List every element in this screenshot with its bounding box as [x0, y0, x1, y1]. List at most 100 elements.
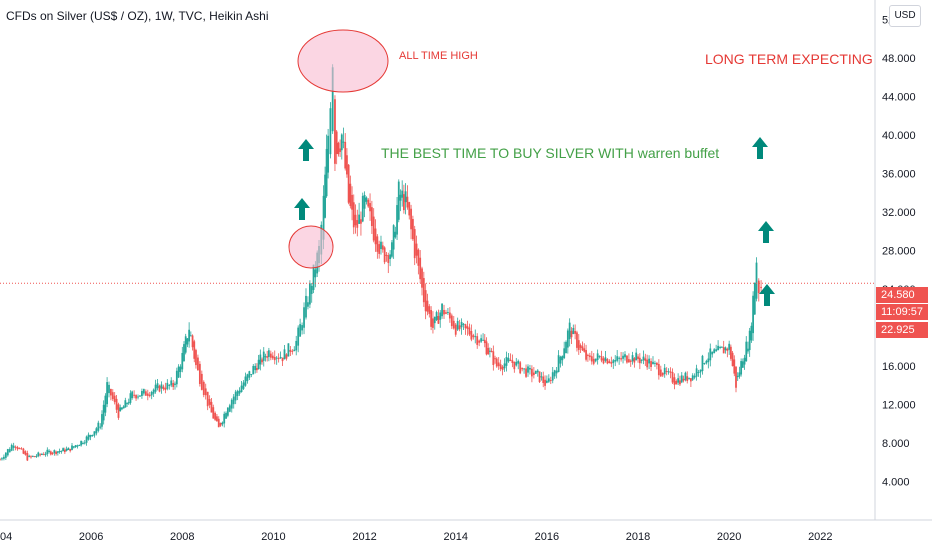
candle-body: [536, 370, 539, 373]
candle-body: [622, 355, 624, 359]
candle-body: [293, 349, 296, 352]
candle-body: [195, 350, 197, 366]
candle-body: [435, 312, 438, 320]
candle-body: [179, 366, 182, 373]
candle-body: [422, 278, 425, 303]
candle-body: [97, 422, 100, 431]
candle-body: [443, 310, 445, 315]
candle-body: [608, 361, 611, 364]
candle-body: [538, 371, 541, 382]
x-tick-label: 2012: [352, 531, 376, 543]
candle-body: [378, 244, 381, 254]
candle-body: [515, 361, 518, 366]
candle-body: [56, 451, 59, 453]
candle-body: [439, 312, 442, 320]
candle-body: [620, 358, 622, 360]
candle-body: [752, 295, 754, 334]
candle-body: [638, 357, 641, 364]
candle-body: [745, 341, 748, 362]
candle-body: [624, 354, 626, 358]
candle-body: [602, 358, 605, 364]
candle-body: [376, 236, 379, 252]
candle-body: [166, 382, 169, 389]
candle-body: [757, 280, 760, 294]
candle-body: [327, 135, 330, 173]
candle-body: [549, 380, 552, 382]
candle-body: [122, 406, 125, 409]
candle-body: [511, 360, 514, 363]
y-tick-label: 8.000: [882, 438, 910, 450]
candle-body: [426, 300, 429, 312]
candle-body: [445, 312, 447, 314]
candle-body: [654, 362, 656, 364]
candle-body: [85, 436, 88, 443]
candle-body: [335, 131, 338, 155]
candle-body: [631, 355, 634, 362]
candle-body: [545, 380, 548, 383]
candle-body: [385, 254, 388, 256]
candle-body: [523, 368, 525, 370]
candle-body: [701, 355, 704, 372]
candle-body: [183, 344, 185, 362]
candle-body: [232, 396, 235, 405]
up-arrow-icon: [294, 198, 310, 220]
candle-body: [679, 380, 681, 385]
candle-body: [497, 362, 500, 367]
candle-body: [441, 303, 443, 317]
candle-body: [307, 302, 309, 307]
candle-body: [686, 376, 689, 381]
candle-body: [131, 391, 134, 399]
candle-body: [102, 404, 105, 421]
candle-body: [202, 381, 205, 395]
candle-body: [604, 357, 607, 361]
candle-body: [193, 341, 196, 359]
candle-body: [347, 164, 350, 203]
chart-title: CFDs on Silver (US$ / OZ), 1W, TVC, Heik…: [6, 9, 269, 23]
candle-body: [394, 231, 397, 238]
candle-body: [53, 450, 56, 454]
candle-body: [404, 191, 407, 203]
candle-body: [540, 376, 543, 378]
candle-body: [360, 219, 362, 224]
candle-body: [657, 363, 660, 376]
candle-body: [650, 361, 652, 368]
candle-body: [614, 359, 617, 362]
candle-body: [646, 359, 649, 368]
candle-body: [695, 368, 698, 377]
candle-body: [137, 396, 139, 398]
candle-body: [87, 434, 90, 440]
candle-body: [339, 148, 341, 152]
candle-body: [95, 428, 98, 434]
candle-body: [513, 361, 516, 370]
candle-body: [464, 324, 467, 329]
candle-body: [225, 412, 227, 419]
candle-body: [250, 373, 253, 375]
candle-body: [158, 385, 161, 392]
candle-body: [289, 349, 292, 352]
candle-body: [415, 243, 418, 256]
candle-body: [448, 312, 451, 319]
candle-body: [391, 242, 393, 257]
candle-body: [673, 377, 676, 385]
candle-body: [596, 353, 599, 360]
candle-body: [392, 225, 395, 250]
candle-body: [20, 448, 23, 450]
candle-body: [669, 371, 672, 373]
candle-body: [124, 400, 127, 408]
candle-body: [126, 403, 128, 405]
candle-body: [547, 378, 550, 382]
candle-body: [267, 350, 270, 357]
candle-body: [501, 366, 504, 370]
candle-body: [707, 358, 710, 363]
candle-body: [261, 359, 263, 363]
candle-body: [285, 354, 288, 359]
y-tick-label: 12.000: [882, 399, 916, 411]
candle-body: [248, 371, 251, 378]
currency-button[interactable]: USD: [889, 5, 921, 27]
secondary-price-badge: 22.925: [876, 322, 928, 338]
candle-body: [365, 197, 368, 202]
candle-body: [691, 375, 694, 380]
candle-body: [259, 354, 262, 365]
candle-body: [576, 332, 578, 348]
